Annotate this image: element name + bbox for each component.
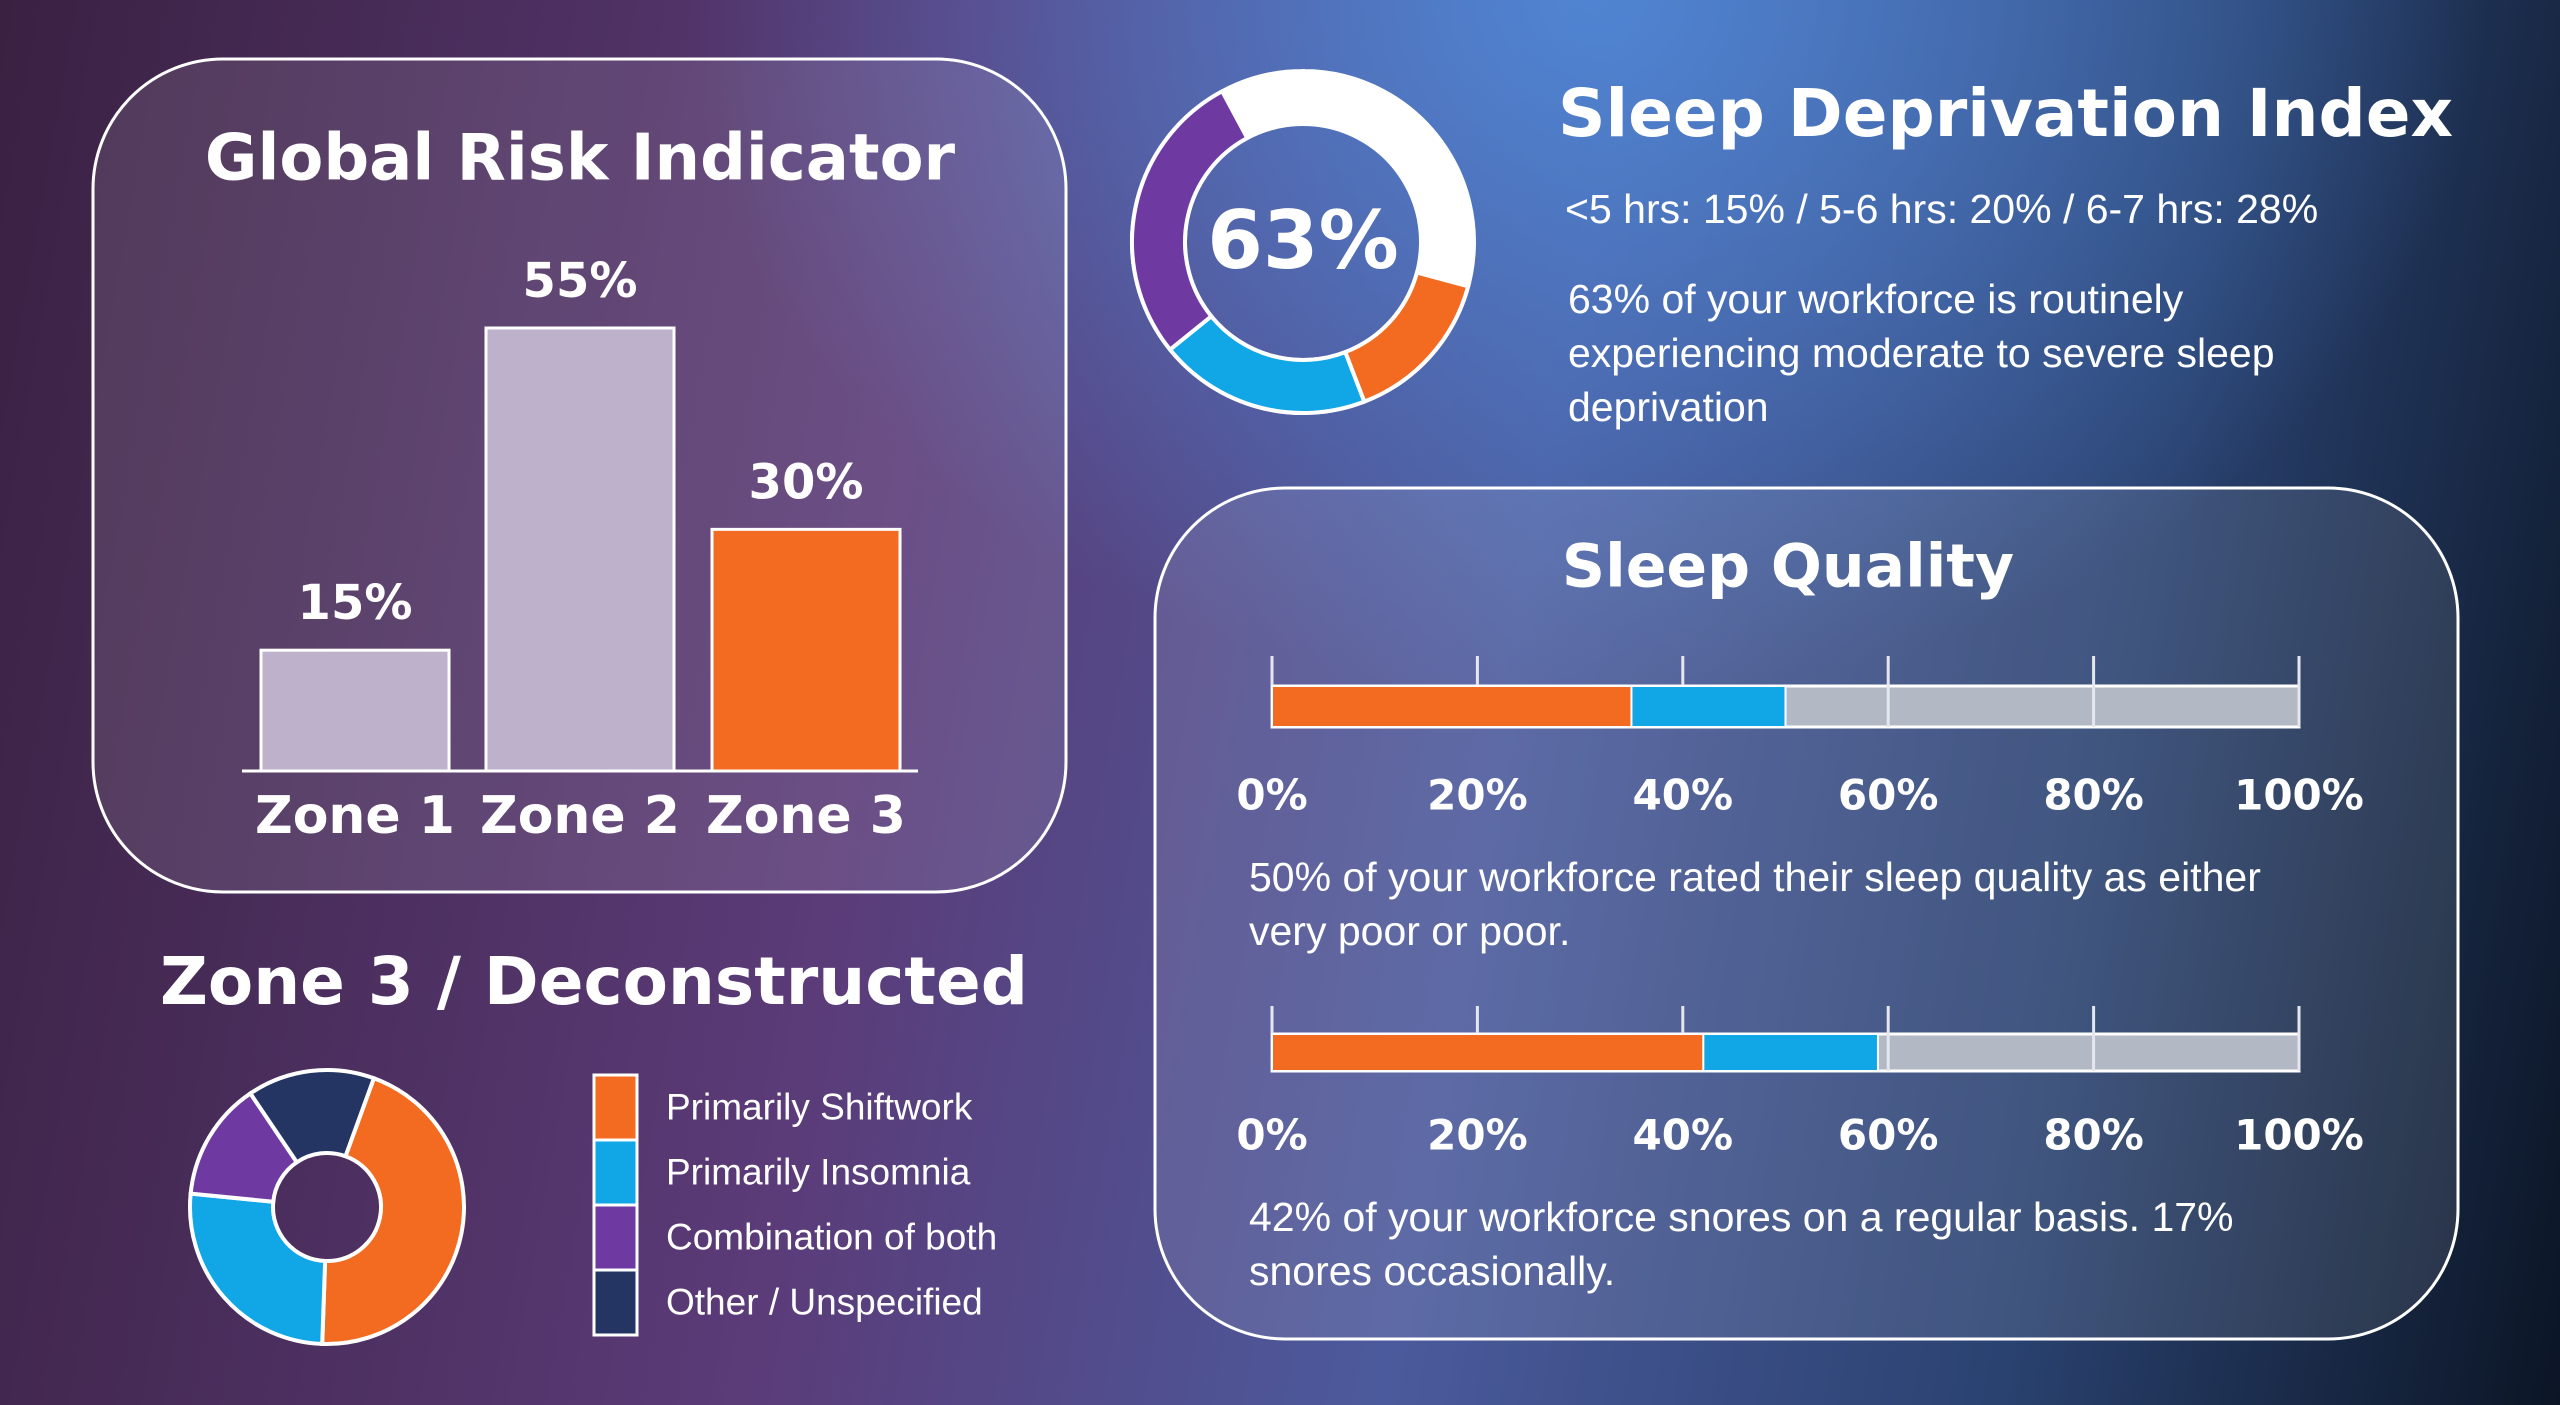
subtitle: <5 hrs: 15% / 5-6 hrs: 20% / 6-7 hrs: 28… bbox=[1565, 186, 2318, 232]
donut-segment bbox=[188, 1191, 328, 1346]
legend-label: Other / Unspecified bbox=[666, 1281, 983, 1322]
donut-segment bbox=[1167, 313, 1367, 415]
legend-swatch bbox=[592, 1073, 639, 1142]
description: 63% of your workforce is routinely exper… bbox=[1568, 276, 2275, 430]
legend-label: Combination of both bbox=[666, 1216, 997, 1257]
x-tick-label: 100% bbox=[2234, 771, 2364, 820]
donut-segment bbox=[1342, 270, 1471, 405]
bar bbox=[710, 527, 902, 773]
chart-title: Sleep Deprivation Index bbox=[1558, 75, 2453, 152]
center-label: 63% bbox=[1207, 194, 1398, 287]
x-tick-label: 60% bbox=[1838, 771, 1939, 820]
x-tick-label: 100% bbox=[2234, 1111, 2364, 1160]
x-tick-label: Zone 2 bbox=[480, 786, 680, 846]
legend-label: Primarily Insomnia bbox=[666, 1151, 971, 1192]
x-tick-label: 20% bbox=[1427, 1111, 1528, 1160]
x-tick-label: Zone 1 bbox=[255, 786, 455, 846]
donut-segment bbox=[1130, 88, 1250, 353]
legend-swatch bbox=[592, 1138, 639, 1207]
legend-swatch bbox=[592, 1268, 639, 1337]
x-tick-label: 80% bbox=[2043, 1111, 2144, 1160]
legend-swatch bbox=[592, 1203, 639, 1272]
x-tick-label: 40% bbox=[1633, 1111, 1734, 1160]
bar-segment bbox=[1630, 685, 1787, 728]
donut-segment bbox=[188, 1090, 300, 1204]
x-tick-label: 0% bbox=[1236, 1111, 1307, 1160]
chart-title: Sleep Quality bbox=[1562, 532, 2014, 602]
note: 50% of your workforce rated their sleep … bbox=[1249, 854, 2261, 954]
value-label: 15% bbox=[298, 575, 413, 631]
x-tick-label: 80% bbox=[2043, 771, 2144, 820]
bar bbox=[484, 326, 676, 773]
x-tick-label: 60% bbox=[1838, 1111, 1939, 1160]
legend-label: Primarily Shiftwork bbox=[666, 1086, 973, 1127]
value-label: 30% bbox=[749, 454, 864, 510]
donut-segment bbox=[247, 1068, 377, 1166]
note: 42% of your workforce snores on a regula… bbox=[1249, 1194, 2234, 1294]
chart-title: Global Risk Indicator bbox=[205, 122, 956, 196]
x-tick-label: 20% bbox=[1427, 771, 1528, 820]
chart-title: Zone 3 / Deconstructed bbox=[160, 943, 1028, 1020]
donut-segment bbox=[320, 1075, 466, 1346]
x-tick-label: Zone 3 bbox=[706, 786, 906, 846]
bar-segment bbox=[1271, 1033, 1705, 1072]
bar-segment bbox=[1702, 1033, 1879, 1072]
bar bbox=[259, 648, 451, 773]
value-label: 55% bbox=[523, 253, 638, 309]
bar-segment bbox=[1271, 685, 1633, 728]
x-tick-label: 40% bbox=[1633, 771, 1734, 820]
x-tick-label: 0% bbox=[1236, 771, 1307, 820]
